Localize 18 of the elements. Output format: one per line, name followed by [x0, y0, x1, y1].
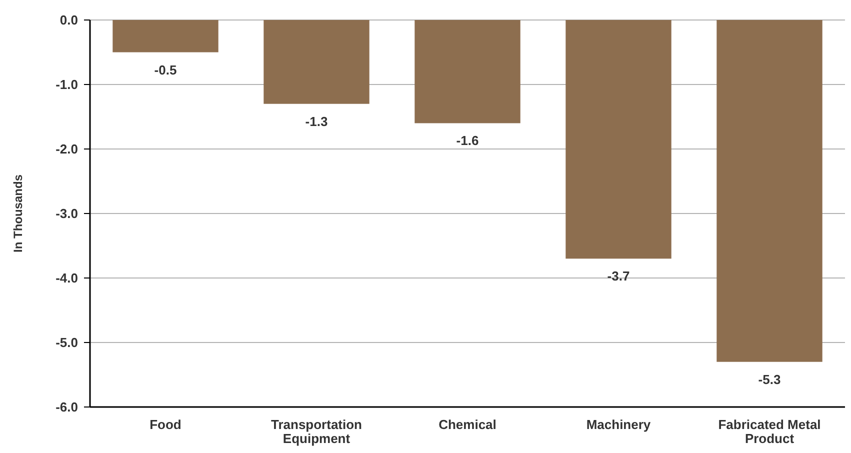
data-label: -1.3 [305, 114, 328, 129]
y-tick-label: -4.0 [56, 270, 78, 286]
data-label: -3.7 [607, 268, 630, 284]
x-tick-label: Fabricated Metal Product [718, 417, 821, 446]
x-tick-label: Machinery [586, 417, 652, 432]
y-axis-title: In Thousands [11, 174, 25, 252]
x-tick-label: Food [150, 417, 182, 432]
data-label: -1.6 [456, 133, 479, 148]
data-label: -5.3 [758, 372, 781, 387]
y-tick-label: -6.0 [56, 400, 78, 415]
y-tick-label: -1.0 [56, 77, 78, 92]
x-tick-label: Transportation Equipment [270, 417, 362, 446]
y-tick-label: -2.0 [56, 142, 78, 157]
y-tick-label: -5.0 [56, 335, 78, 350]
data-label: -0.5 [154, 62, 177, 78]
y-tick-label: 0.0 [60, 12, 78, 28]
x-tick-label: Chemical [438, 417, 496, 432]
y-tick-label: -3.0 [56, 206, 78, 222]
